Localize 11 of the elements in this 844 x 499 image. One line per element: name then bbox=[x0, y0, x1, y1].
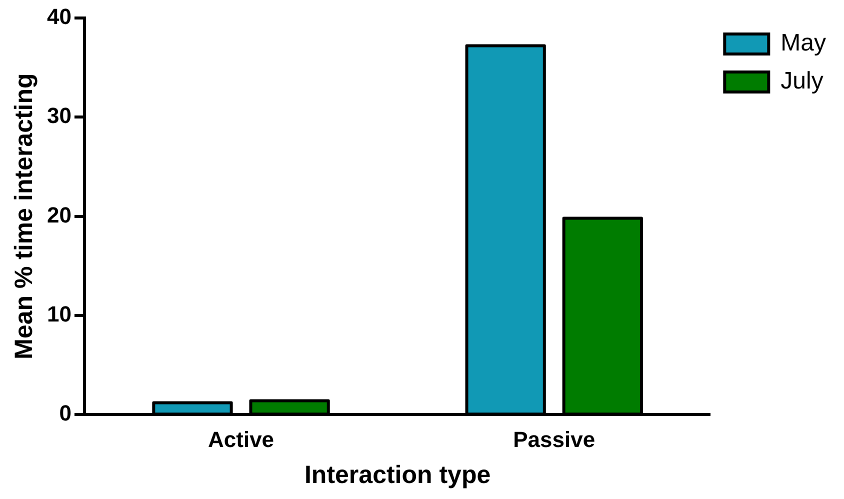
y-tick-label: 0 bbox=[59, 400, 72, 426]
x-tick-label: Active bbox=[208, 426, 274, 452]
x-axis-title: Interaction type bbox=[304, 460, 491, 489]
legend-label: July bbox=[780, 68, 824, 95]
y-tick-label: 10 bbox=[46, 302, 72, 327]
y-axis-title: Mean % time interacting bbox=[10, 73, 38, 360]
y-tick-label: 20 bbox=[46, 202, 72, 228]
x-tick-label: Passive bbox=[513, 426, 596, 452]
legend-label: May bbox=[780, 30, 826, 57]
y-tick-label: 30 bbox=[46, 103, 72, 128]
y-tick-label: 40 bbox=[46, 4, 72, 30]
